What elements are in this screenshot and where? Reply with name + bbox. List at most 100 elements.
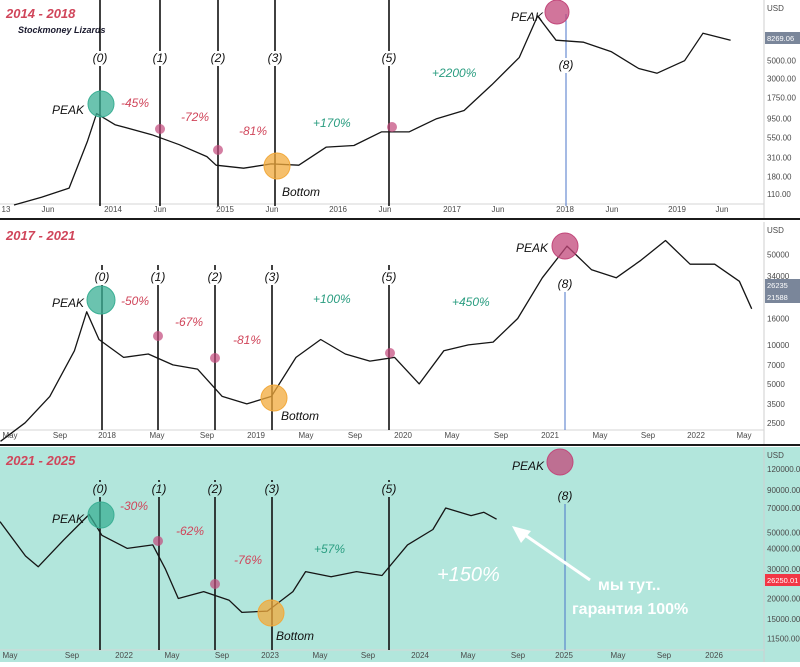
phase-label: (8) — [558, 277, 573, 291]
y-tick-label: 1750.00 — [767, 93, 796, 102]
panel-subtitle: Stockmoney Lizards — [18, 25, 106, 35]
phase-label-bg — [555, 58, 577, 73]
percent-change-label: +450% — [452, 295, 490, 309]
y-tick-label: 50000 — [767, 250, 790, 259]
percent-change-label: -67% — [175, 315, 203, 329]
y-tick-label: 310.00 — [767, 154, 792, 163]
price-tag — [765, 291, 800, 303]
x-tick-label: May — [610, 651, 625, 660]
phase-label-bg — [378, 482, 400, 497]
percent-change-label: -45% — [121, 96, 149, 110]
x-tick-label: 2022 — [687, 431, 705, 440]
percent-change-label: +170% — [313, 116, 351, 130]
x-tick-label: Sep — [65, 651, 80, 660]
big-percent-label: +150% — [437, 564, 500, 586]
percent-change-label: -76% — [234, 553, 262, 567]
y-tick-label: 10000 — [767, 341, 790, 350]
x-tick-label: Sep — [200, 431, 215, 440]
x-tick-label: Sep — [641, 431, 656, 440]
phase-label: (2) — [211, 51, 226, 65]
x-tick-label: 2025 — [555, 651, 573, 660]
phase-label: (5) — [382, 482, 397, 496]
marker-dot — [387, 122, 397, 132]
peak-bottom-label: PEAK — [52, 296, 85, 310]
highlight-circle — [86, 285, 116, 315]
price-tag-label: 21588 — [767, 293, 788, 302]
y-tick-label: 2500 — [767, 419, 785, 428]
phase-label: (3) — [265, 482, 280, 496]
y-tick-label: 5000.00 — [767, 57, 796, 66]
phase-label-bg — [148, 482, 170, 497]
peak-bottom-label: PEAK — [52, 103, 85, 117]
y-tick-label: 40000.00 — [767, 544, 800, 553]
price-tag-label: 26250.01 — [767, 576, 798, 585]
phase-label: (1) — [153, 51, 168, 65]
x-tick-label: Jun — [266, 205, 279, 214]
x-tick-label: May — [592, 431, 607, 440]
phase-label-bg — [261, 482, 283, 497]
x-tick-label: 2020 — [394, 431, 412, 440]
price-tag-label: 8269.06 — [767, 34, 794, 43]
percent-change-label: -81% — [239, 124, 267, 138]
marker-dot — [153, 536, 163, 546]
x-tick-label: 2018 — [98, 431, 116, 440]
y-tick-label: 30000.00 — [767, 565, 800, 574]
panel-title: 2014 - 2018 — [5, 6, 76, 21]
phase-label: (1) — [151, 270, 166, 284]
highlight-circle — [87, 90, 115, 118]
panel-title: 2017 - 2021 — [5, 228, 75, 243]
x-tick-label: Sep — [53, 431, 68, 440]
phase-label: (0) — [93, 51, 108, 65]
x-tick-label: 2014 — [104, 205, 122, 214]
x-tick-label: 2021 — [541, 431, 559, 440]
x-tick-label: Jun — [492, 205, 505, 214]
price-series-line — [13, 15, 731, 206]
peak-bottom-label: Bottom — [276, 629, 314, 643]
highlight-circle — [260, 384, 288, 412]
currency-label: USD — [767, 451, 784, 460]
phase-label-bg — [554, 489, 576, 504]
phase-label: (2) — [208, 270, 223, 284]
x-tick-label: 13 — [2, 205, 11, 214]
peak-bottom-label: PEAK — [516, 241, 549, 255]
percent-change-label: -62% — [176, 524, 204, 538]
x-tick-label: Sep — [511, 651, 526, 660]
percent-change-label: -72% — [181, 110, 209, 124]
x-tick-label: Sep — [348, 431, 363, 440]
x-tick-label: May — [736, 431, 751, 440]
peak-bottom-label: PEAK — [511, 10, 544, 24]
percent-change-label: +57% — [314, 542, 345, 556]
phase-label: (3) — [268, 51, 283, 65]
highlight-circle — [546, 448, 574, 476]
percent-change-label: +100% — [313, 292, 351, 306]
marker-dot — [213, 145, 223, 155]
percent-change-label: -50% — [121, 294, 149, 308]
phase-label-bg — [204, 482, 226, 497]
percent-change-label: +2200% — [432, 66, 477, 80]
phase-label-bg — [89, 51, 111, 66]
y-tick-label: 3000.00 — [767, 75, 796, 84]
y-tick-label: 120000.00 — [767, 465, 800, 474]
x-tick-label: Sep — [494, 431, 509, 440]
phase-label-bg — [149, 51, 171, 66]
phase-label-bg — [91, 270, 113, 285]
y-tick-label: 15000.00 — [767, 615, 800, 624]
currency-label: USD — [767, 226, 784, 235]
annotation-overlay: +150% мы тут.. гарантия 100% — [437, 526, 688, 618]
marker-dot — [153, 331, 163, 341]
phase-label-bg — [264, 51, 286, 66]
x-tick-label: 2019 — [247, 431, 265, 440]
phase-label-bg — [378, 51, 400, 66]
x-tick-label: 2026 — [705, 651, 723, 660]
peak-bottom-label: PEAK — [52, 512, 85, 526]
x-tick-label: Jun — [606, 205, 619, 214]
y-tick-label: 90000.00 — [767, 486, 800, 495]
y-tick-label: 550.00 — [767, 134, 792, 143]
y-tick-label: 20000.00 — [767, 594, 800, 603]
highlight-circle — [551, 232, 579, 260]
phase-label-bg — [261, 270, 283, 285]
phase-label: (5) — [382, 51, 397, 65]
